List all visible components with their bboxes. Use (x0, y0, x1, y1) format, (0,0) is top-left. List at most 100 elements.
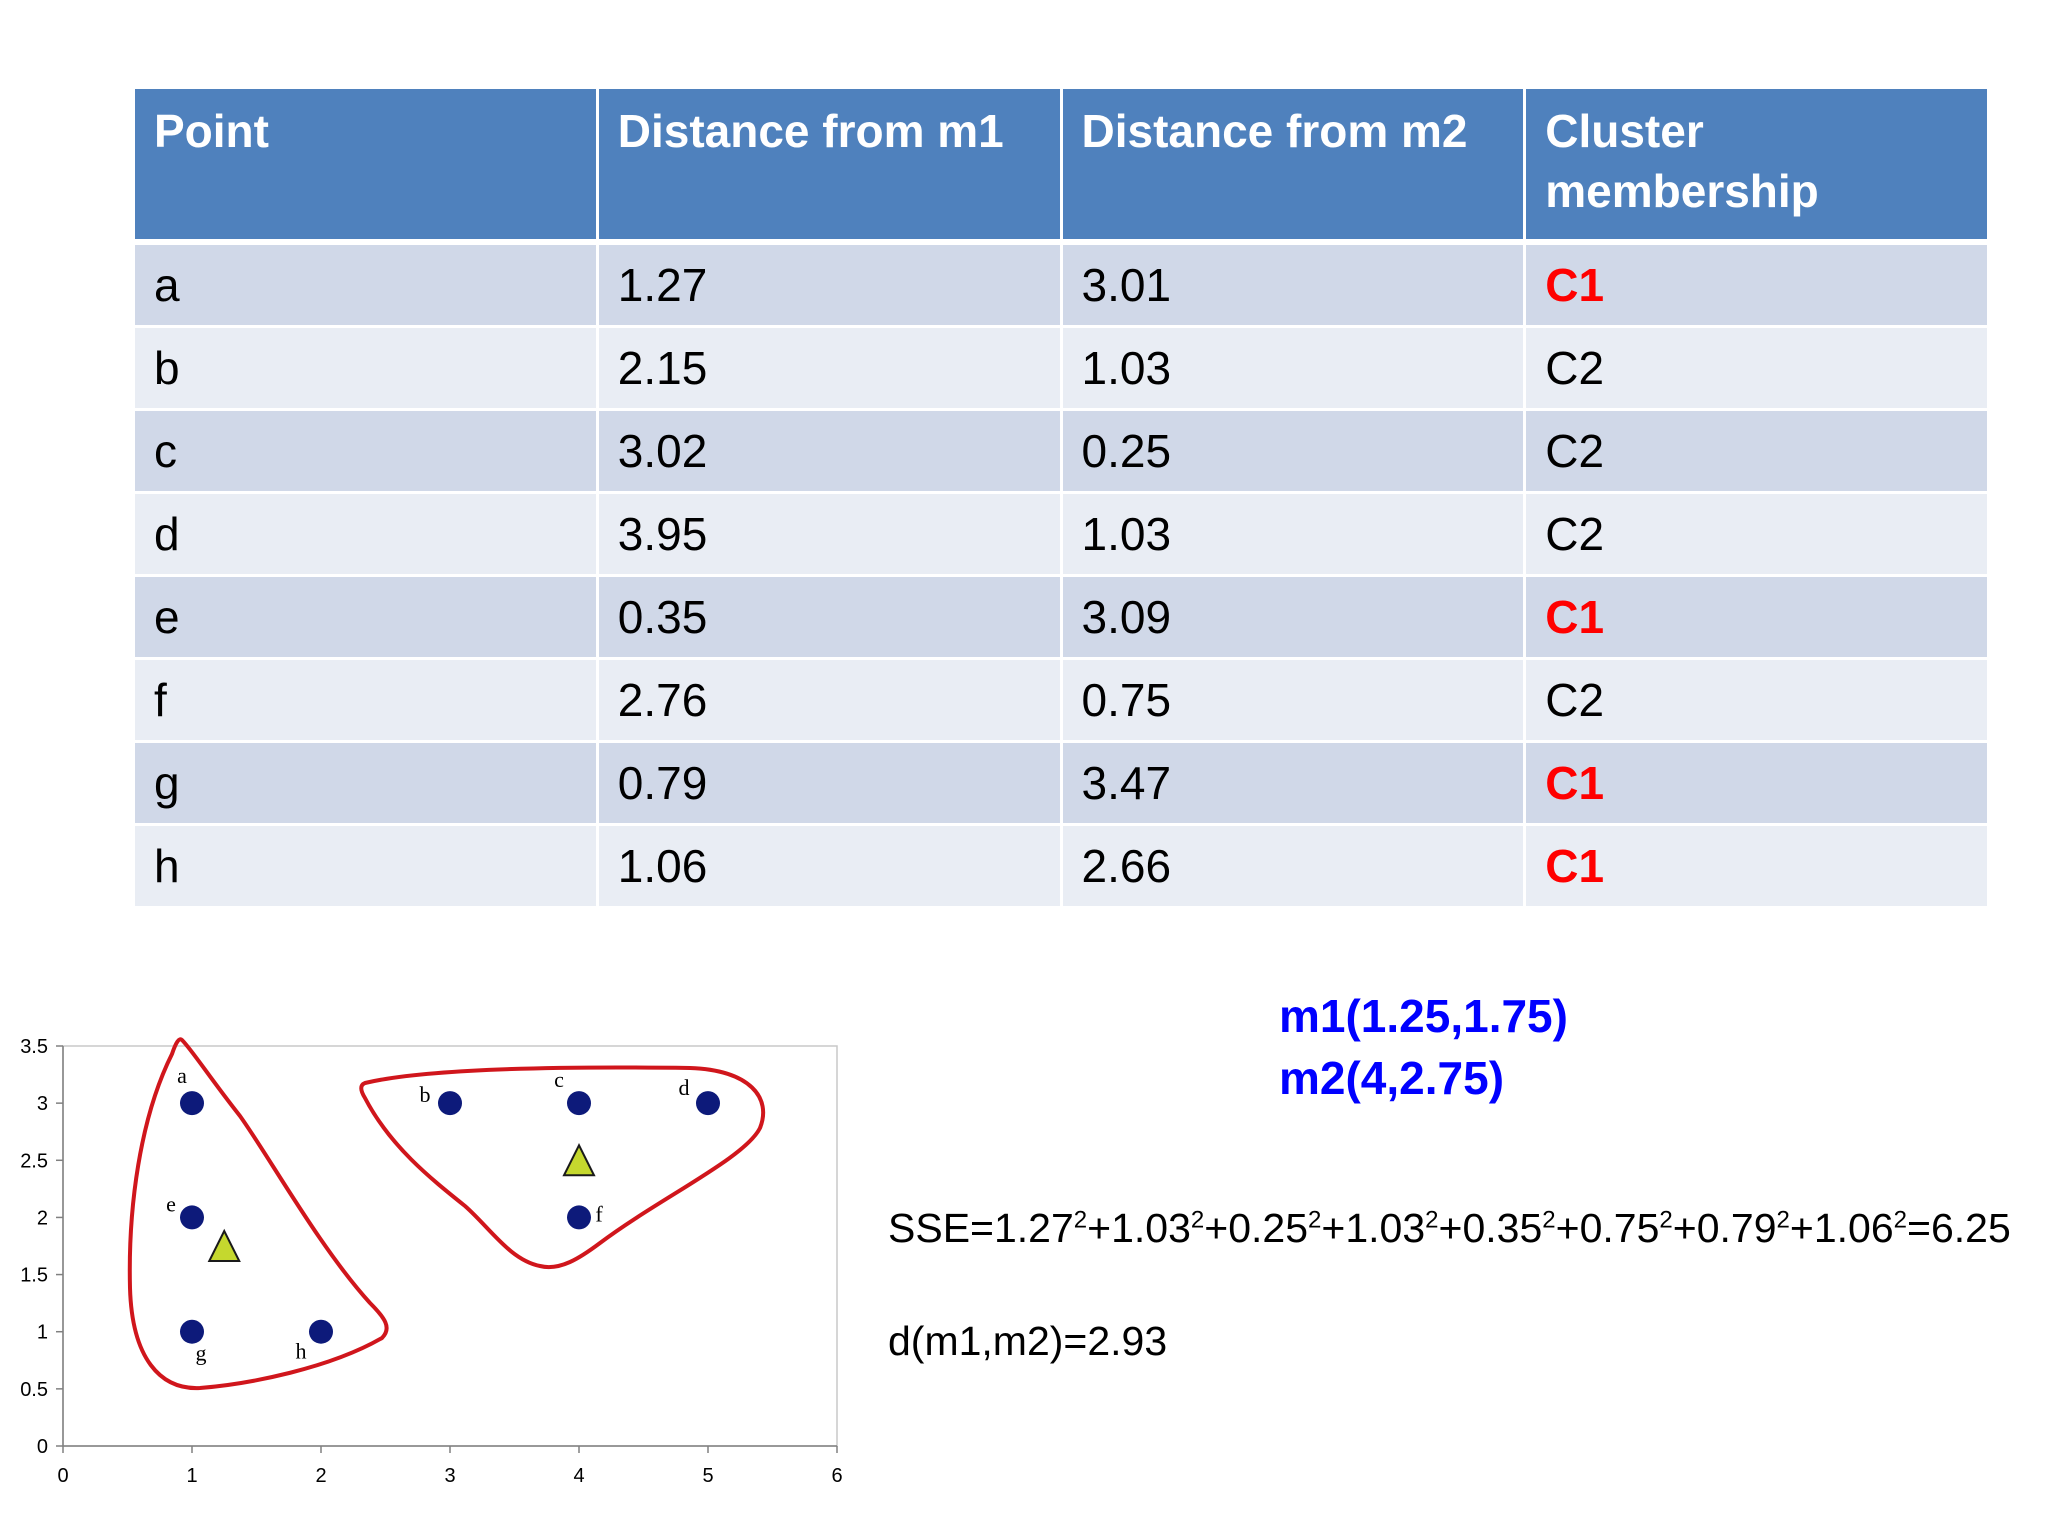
cell-point: f (132, 657, 599, 743)
distance-table: Point Distance from m1 Distance from m2 … (132, 86, 1990, 909)
sse-term: 1.06 (1813, 1205, 1894, 1251)
cell-distance-m2: 3.01 (1059, 240, 1527, 328)
y-tick-label: 0.5 (20, 1379, 48, 1401)
x-tick-label: 6 (831, 1465, 842, 1487)
cell-distance-m2: 3.09 (1059, 574, 1527, 660)
point-label-a: a (177, 1063, 187, 1088)
table-row: h 1.06 2.66 C1 (132, 823, 1990, 909)
cell-distance-m1: 3.95 (595, 491, 1063, 577)
x-tick-label: 2 (315, 1465, 326, 1487)
cell-distance-m1: 1.06 (595, 823, 1063, 909)
point-label-h: h (296, 1339, 307, 1364)
cell-point: b (132, 325, 599, 411)
cell-cluster: C1 (1523, 740, 1990, 826)
cell-cluster: C1 (1523, 574, 1990, 660)
cluster-scatter-plot: 0 1 2 3 4 5 6 0 0.5 1 1.5 2 2.5 3 3.5 a b c d e f g h (20, 1036, 842, 1487)
sse-term: 0.75 (1579, 1205, 1660, 1251)
y-tick-label: 1 (37, 1322, 48, 1344)
cell-point: e (132, 574, 599, 660)
table-row: e 0.35 3.09 C1 (132, 574, 1990, 660)
cell-cluster: C1 (1523, 823, 1990, 909)
sse-term: 1.03 (1345, 1205, 1426, 1251)
table-header-row: Point Distance from m1 Distance from m2 … (132, 86, 1990, 245)
cell-point: d (132, 491, 599, 577)
point-label-f: f (595, 1201, 603, 1226)
x-tick-label: 4 (573, 1465, 584, 1487)
cluster-1-outline (127, 1037, 389, 1391)
cell-cluster: C2 (1523, 408, 1990, 494)
header-distance-m2: Distance from m2 (1059, 86, 1527, 245)
cell-distance-m2: 2.66 (1059, 823, 1527, 909)
cell-distance-m1: 0.35 (595, 574, 1063, 660)
sse-prefix: SSE= (888, 1205, 994, 1251)
y-tick-label: 3.5 (20, 1036, 48, 1058)
header-point: Point (132, 86, 599, 245)
cell-distance-m2: 0.75 (1059, 657, 1527, 743)
x-tick-label: 1 (186, 1465, 197, 1487)
header-cluster-membership: Cluster membership (1523, 86, 1990, 245)
table-row: g 0.79 3.47 C1 (132, 740, 1990, 826)
data-point-g (180, 1319, 204, 1344)
cell-point: c (132, 408, 599, 494)
sse-exponent: 2 (1425, 1206, 1439, 1234)
sse-term: 0.35 (1462, 1205, 1543, 1251)
centroid-distance-formula: d(m1,m2)=2.93 (888, 1318, 1168, 1364)
data-point-h (309, 1319, 333, 1344)
sse-exponent: 2 (1776, 1206, 1790, 1234)
sse-term: 0.79 (1696, 1205, 1777, 1251)
sse-result: 6.25 (1930, 1205, 2011, 1251)
table-row: d 3.95 1.03 C2 (132, 491, 1990, 577)
table-row: c 3.02 0.25 C2 (132, 408, 1990, 494)
cell-distance-m1: 2.76 (595, 657, 1063, 743)
sse-exponent: 2 (1308, 1206, 1322, 1234)
cell-distance-m2: 1.03 (1059, 325, 1527, 411)
x-tick-label: 0 (57, 1465, 68, 1487)
cell-distance-m2: 1.03 (1059, 491, 1527, 577)
data-point-e (180, 1205, 204, 1230)
centroid-m2-label: m2(4,2.75) (1279, 1052, 1505, 1104)
cell-distance-m2: 3.47 (1059, 740, 1527, 826)
y-tick-label: 2.5 (20, 1150, 48, 1172)
point-label-d: d (679, 1075, 690, 1100)
cell-distance-m2: 0.25 (1059, 408, 1527, 494)
y-tick-label: 0 (37, 1436, 48, 1458)
cell-distance-m1: 1.27 (595, 240, 1063, 328)
cluster-2-outline (359, 1065, 766, 1270)
data-point-d (696, 1091, 720, 1116)
cell-distance-m1: 0.79 (595, 740, 1063, 826)
centroid-marker-2 (562, 1143, 596, 1177)
y-tick-label: 2 (37, 1207, 48, 1229)
centroid-m1-label: m1(1.25,1.75) (1279, 990, 1568, 1042)
cell-cluster: C1 (1523, 240, 1990, 328)
point-label-b: b (420, 1082, 431, 1107)
sse-term: 1.03 (1111, 1205, 1191, 1251)
centroid-marker-1 (207, 1228, 241, 1262)
table-body: a 1.27 3.01 C1 b 2.15 1.03 C2 c 3.02 0.25 C2 d 3.95 1.… (132, 240, 1990, 909)
cell-cluster: C2 (1523, 657, 1990, 743)
cell-distance-m1: 3.02 (595, 408, 1063, 494)
x-tick-label: 5 (702, 1465, 713, 1487)
data-point-c (567, 1091, 591, 1116)
cell-cluster: C2 (1523, 325, 1990, 411)
y-tick-label: 1.5 (20, 1265, 48, 1287)
sse-term: 0.25 (1228, 1205, 1309, 1251)
table-row: a 1.27 3.01 C1 (132, 240, 1990, 328)
sse-exponent: 2 (1190, 1206, 1205, 1234)
x-tick-label: 3 (444, 1465, 455, 1487)
sse-exponent: 2 (1893, 1206, 1908, 1234)
point-label-e: e (166, 1191, 176, 1216)
cell-cluster: C2 (1523, 491, 1990, 577)
sse-formula: SSE=1.272+1.032+0.252+1.032+0.352+0.752+… (888, 1205, 2011, 1251)
y-tick-label: 3 (37, 1093, 48, 1115)
point-label-g: g (196, 1341, 207, 1366)
cell-point: g (132, 740, 599, 826)
cell-point: a (132, 240, 599, 328)
cell-distance-m1: 2.15 (595, 325, 1063, 411)
sse-exponent: 2 (1659, 1206, 1673, 1234)
data-point-b (438, 1091, 462, 1116)
data-point-f (567, 1205, 591, 1230)
data-point-a (180, 1091, 204, 1116)
sse-exponent: 2 (1542, 1206, 1556, 1234)
point-label-c: c (554, 1067, 564, 1092)
header-distance-m1: Distance from m1 (595, 86, 1063, 245)
